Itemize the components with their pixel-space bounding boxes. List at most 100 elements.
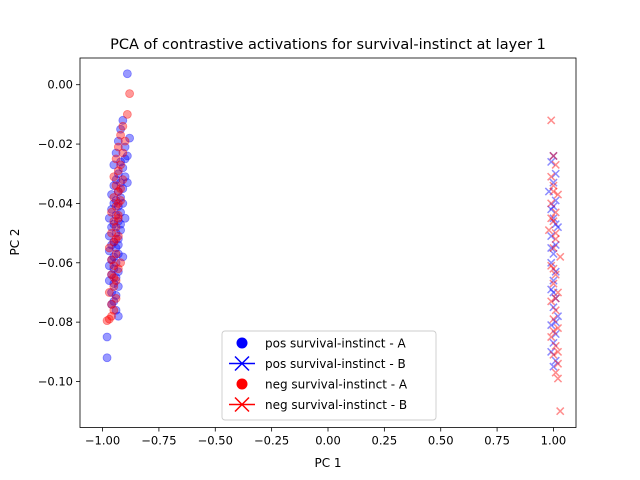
x-axis-label: PC 1 (314, 456, 341, 470)
data-point (116, 258, 125, 268)
x-tick-label: −1.00 (85, 434, 120, 448)
data-point (102, 332, 112, 342)
data-point (107, 222, 116, 232)
data-point (113, 136, 123, 146)
data-point (111, 210, 121, 220)
data-point (120, 136, 130, 146)
data-points (102, 69, 565, 416)
data-point (113, 187, 123, 196)
series-1 (102, 69, 135, 363)
y-tick-label: 0.00 (47, 78, 73, 92)
data-point (109, 160, 119, 170)
data-point (118, 148, 128, 158)
data-point (549, 362, 558, 371)
data-point (547, 332, 556, 342)
data-point (113, 240, 123, 250)
chart-title: PCA of contrastive activations for survi… (110, 37, 546, 53)
data-point (107, 240, 116, 250)
data-point (120, 154, 130, 164)
data-point (547, 199, 556, 208)
data-point (116, 178, 125, 188)
data-point (107, 228, 116, 238)
data-point (547, 243, 556, 253)
y-tick-label: −0.02 (38, 137, 73, 151)
data-point (549, 350, 558, 359)
data-point (104, 243, 114, 253)
data-point (111, 249, 121, 259)
data-point (549, 187, 558, 196)
data-point (111, 258, 121, 268)
data-point (109, 193, 119, 202)
data-point (549, 151, 558, 161)
data-point (544, 187, 554, 196)
data-point (113, 213, 123, 223)
data-point (111, 234, 121, 244)
data-point (111, 154, 121, 164)
data-point (556, 407, 565, 416)
legend-item: neg survival-instinct - A (236, 378, 408, 392)
data-point (113, 201, 123, 211)
data-point (118, 121, 128, 131)
data-point (116, 130, 125, 140)
data-point (111, 148, 121, 158)
data-point (104, 261, 114, 271)
data-point (125, 89, 135, 99)
legend-label: neg survival-instinct - A (265, 378, 408, 392)
data-point (551, 270, 560, 279)
y-axis-ticks: 0.00 −0.02 −0.04 −0.06 −0.08 −0.10 (38, 78, 80, 388)
data-point (553, 288, 563, 297)
data-point (118, 115, 128, 125)
data-point (107, 299, 116, 309)
legend-label: pos survival-instinct - A (265, 337, 406, 351)
series-2 (544, 151, 563, 371)
data-point (549, 276, 558, 285)
data-point (553, 312, 563, 321)
data-point (118, 163, 128, 173)
data-point (109, 199, 119, 208)
data-point (111, 181, 121, 191)
data-point (547, 320, 556, 330)
data-point (113, 199, 123, 208)
data-point (547, 231, 556, 241)
data-point (111, 228, 121, 238)
data-point (104, 276, 114, 285)
x-tick-label: −0.25 (254, 434, 289, 448)
data-point (551, 220, 560, 229)
data-point (553, 190, 563, 199)
data-point (113, 187, 123, 196)
data-point (553, 347, 563, 356)
data-point (549, 202, 558, 211)
x-tick-label: 0.75 (484, 434, 510, 448)
data-point (551, 294, 560, 303)
x-tick-label: 1.00 (541, 434, 567, 448)
data-point (551, 208, 560, 217)
data-point (111, 196, 121, 205)
data-point (111, 293, 121, 303)
data-point (109, 181, 119, 191)
data-point (551, 169, 560, 178)
data-point (111, 175, 121, 185)
data-point (551, 294, 560, 303)
data-point (120, 142, 130, 152)
x-tick-label: −0.50 (198, 434, 233, 448)
data-point (551, 228, 560, 238)
data-point (120, 213, 130, 223)
data-point (109, 172, 119, 182)
data-point (107, 270, 116, 280)
data-point (549, 217, 558, 226)
data-point (116, 207, 125, 217)
x-tick-label: 0.00 (315, 434, 341, 448)
data-point (113, 216, 123, 226)
data-point (104, 231, 114, 241)
data-point (553, 359, 563, 368)
data-point (113, 142, 123, 152)
data-point (118, 184, 128, 193)
data-point (549, 288, 558, 297)
data-point (107, 311, 116, 321)
data-point (547, 157, 556, 167)
x-tick-label: 0.25 (372, 434, 398, 448)
data-point (107, 204, 116, 214)
data-point (111, 201, 121, 211)
data-point (109, 305, 119, 315)
data-point (122, 178, 132, 188)
